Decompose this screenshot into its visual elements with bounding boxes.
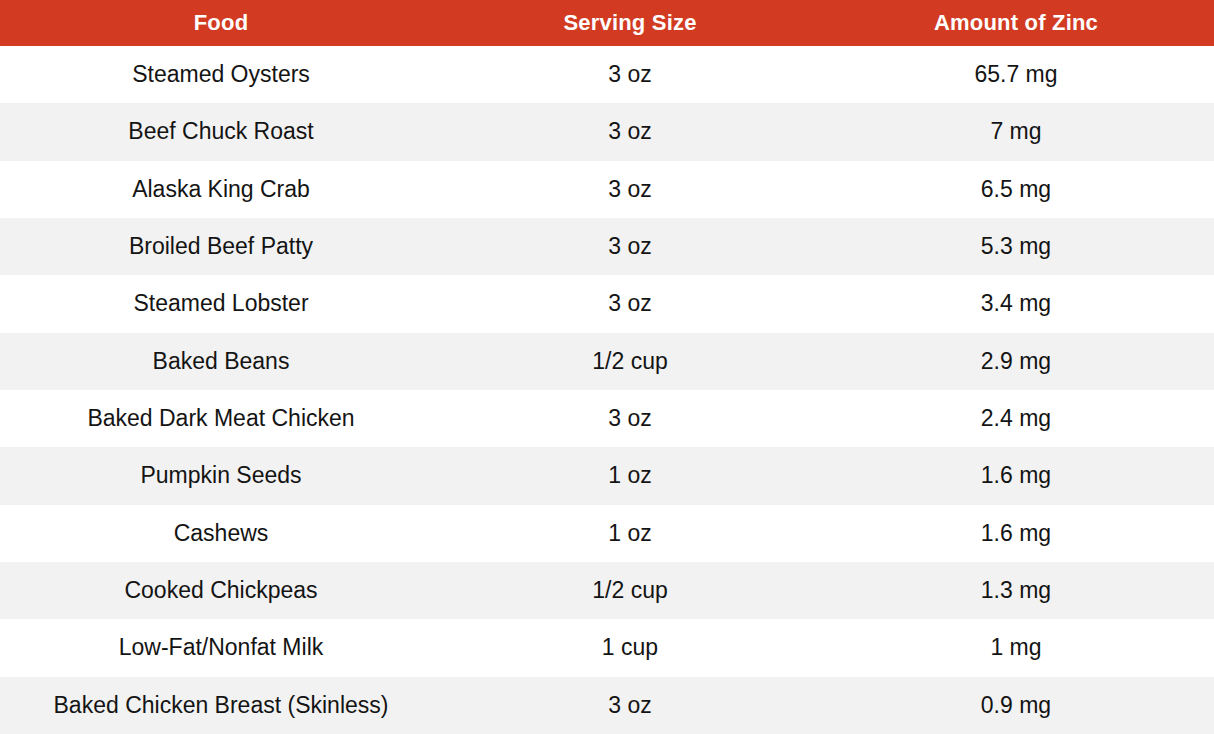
zinc-amount-cell: 65.7 mg bbox=[818, 46, 1214, 103]
food-cell: Beef Chuck Roast bbox=[0, 103, 442, 160]
zinc-amount-cell: 1.6 mg bbox=[818, 447, 1214, 504]
zinc-amount-cell: 0.9 mg bbox=[818, 677, 1214, 734]
zinc-amount-cell: 3.4 mg bbox=[818, 275, 1214, 332]
food-cell: Broiled Beef Patty bbox=[0, 218, 442, 275]
zinc-amount-cell: 5.3 mg bbox=[818, 218, 1214, 275]
zinc-amount-cell: 1.3 mg bbox=[818, 562, 1214, 619]
zinc-foods-table: Food Serving Size Amount of Zinc Steamed… bbox=[0, 0, 1214, 734]
food-cell: Low-Fat/Nonfat Milk bbox=[0, 619, 442, 676]
table-row: Alaska King Crab 3 oz 6.5 mg bbox=[0, 161, 1214, 218]
food-cell: Pumpkin Seeds bbox=[0, 447, 442, 504]
table-row: Steamed Oysters 3 oz 65.7 mg bbox=[0, 46, 1214, 103]
table-row: Broiled Beef Patty 3 oz 5.3 mg bbox=[0, 218, 1214, 275]
serving-size-cell: 1 oz bbox=[442, 505, 818, 562]
table-row: Pumpkin Seeds 1 oz 1.6 mg bbox=[0, 447, 1214, 504]
column-header-serving-size: Serving Size bbox=[442, 0, 818, 46]
column-header-food: Food bbox=[0, 0, 442, 46]
serving-size-cell: 3 oz bbox=[442, 390, 818, 447]
zinc-amount-cell: 2.9 mg bbox=[818, 333, 1214, 390]
food-cell: Baked Chicken Breast (Skinless) bbox=[0, 677, 442, 734]
zinc-amount-cell: 1 mg bbox=[818, 619, 1214, 676]
table-row: Cooked Chickpeas 1/2 cup 1.3 mg bbox=[0, 562, 1214, 619]
serving-size-cell: 3 oz bbox=[442, 218, 818, 275]
serving-size-cell: 1/2 cup bbox=[442, 562, 818, 619]
column-header-amount-of-zinc: Amount of Zinc bbox=[818, 0, 1214, 46]
food-cell: Baked Dark Meat Chicken bbox=[0, 390, 442, 447]
zinc-amount-cell: 2.4 mg bbox=[818, 390, 1214, 447]
table-row: Beef Chuck Roast 3 oz 7 mg bbox=[0, 103, 1214, 160]
table-header: Food Serving Size Amount of Zinc bbox=[0, 0, 1214, 46]
food-cell: Cooked Chickpeas bbox=[0, 562, 442, 619]
serving-size-cell: 1 cup bbox=[442, 619, 818, 676]
table-body: Steamed Oysters 3 oz 65.7 mg Beef Chuck … bbox=[0, 46, 1214, 734]
food-cell: Cashews bbox=[0, 505, 442, 562]
serving-size-cell: 3 oz bbox=[442, 677, 818, 734]
serving-size-cell: 3 oz bbox=[442, 275, 818, 332]
serving-size-cell: 3 oz bbox=[442, 46, 818, 103]
zinc-amount-cell: 7 mg bbox=[818, 103, 1214, 160]
table-row: Baked Beans 1/2 cup 2.9 mg bbox=[0, 333, 1214, 390]
food-cell: Steamed Oysters bbox=[0, 46, 442, 103]
serving-size-cell: 1 oz bbox=[442, 447, 818, 504]
serving-size-cell: 1/2 cup bbox=[442, 333, 818, 390]
table-row: Baked Dark Meat Chicken 3 oz 2.4 mg bbox=[0, 390, 1214, 447]
food-cell: Baked Beans bbox=[0, 333, 442, 390]
food-cell: Alaska King Crab bbox=[0, 161, 442, 218]
zinc-amount-cell: 6.5 mg bbox=[818, 161, 1214, 218]
zinc-amount-cell: 1.6 mg bbox=[818, 505, 1214, 562]
header-row: Food Serving Size Amount of Zinc bbox=[0, 0, 1214, 46]
table-row: Steamed Lobster 3 oz 3.4 mg bbox=[0, 275, 1214, 332]
food-cell: Steamed Lobster bbox=[0, 275, 442, 332]
serving-size-cell: 3 oz bbox=[442, 161, 818, 218]
table-row: Baked Chicken Breast (Skinless) 3 oz 0.9… bbox=[0, 677, 1214, 734]
table-row: Cashews 1 oz 1.6 mg bbox=[0, 505, 1214, 562]
table-row: Low-Fat/Nonfat Milk 1 cup 1 mg bbox=[0, 619, 1214, 676]
serving-size-cell: 3 oz bbox=[442, 103, 818, 160]
